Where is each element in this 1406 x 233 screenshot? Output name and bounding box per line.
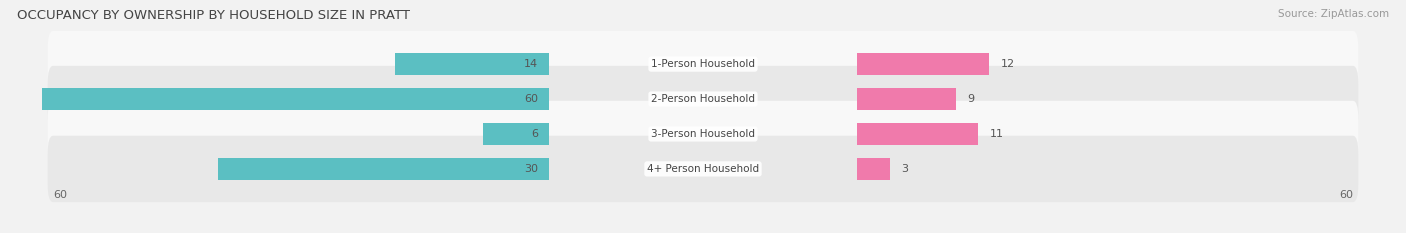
Text: 1-Person Household: 1-Person Household: [651, 59, 755, 69]
Bar: [858, 123, 979, 145]
Bar: [395, 53, 548, 75]
Bar: [482, 123, 548, 145]
Text: 9: 9: [967, 94, 974, 104]
Text: 30: 30: [524, 164, 537, 174]
Bar: [858, 158, 890, 180]
Text: 11: 11: [990, 129, 1004, 139]
FancyBboxPatch shape: [48, 136, 1358, 202]
Text: 12: 12: [1001, 59, 1015, 69]
Text: 14: 14: [523, 59, 537, 69]
Text: 4+ Person Household: 4+ Person Household: [647, 164, 759, 174]
Text: 60: 60: [1339, 190, 1353, 200]
FancyBboxPatch shape: [48, 66, 1358, 132]
FancyBboxPatch shape: [48, 31, 1358, 97]
Text: OCCUPANCY BY OWNERSHIP BY HOUSEHOLD SIZE IN PRATT: OCCUPANCY BY OWNERSHIP BY HOUSEHOLD SIZE…: [17, 9, 411, 22]
Bar: [858, 53, 990, 75]
Text: Source: ZipAtlas.com: Source: ZipAtlas.com: [1278, 9, 1389, 19]
Text: 3-Person Household: 3-Person Household: [651, 129, 755, 139]
Bar: [0, 88, 548, 110]
Text: 60: 60: [524, 94, 537, 104]
Text: 6: 6: [531, 129, 537, 139]
Text: 60: 60: [53, 190, 67, 200]
Bar: [858, 88, 956, 110]
FancyBboxPatch shape: [48, 101, 1358, 167]
Text: 2-Person Household: 2-Person Household: [651, 94, 755, 104]
Text: 3: 3: [901, 164, 908, 174]
Bar: [218, 158, 548, 180]
